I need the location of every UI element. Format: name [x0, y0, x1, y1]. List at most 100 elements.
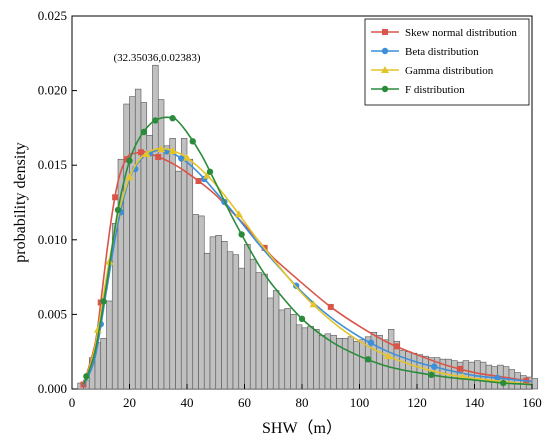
histogram-bar	[249, 258, 257, 390]
series-marker	[126, 157, 133, 164]
series-marker	[123, 156, 130, 163]
histogram-bar	[146, 135, 153, 390]
histogram-bar	[186, 158, 194, 390]
series-3	[82, 145, 533, 386]
series-marker	[364, 356, 372, 363]
histogram-bar	[169, 138, 176, 390]
fit-curves	[80, 115, 533, 388]
histogram-bars	[77, 64, 539, 390]
series-marker	[494, 374, 501, 382]
series-marker	[393, 343, 400, 350]
series-marker	[100, 298, 107, 305]
histogram-bar	[255, 272, 263, 390]
histogram-bar	[163, 145, 171, 390]
series-marker	[114, 206, 122, 214]
x-tick-label: 120	[407, 395, 427, 410]
series-marker	[140, 128, 148, 136]
histogram-bar	[140, 102, 148, 390]
legend-marker	[382, 29, 388, 35]
series-marker	[183, 153, 191, 161]
legend-label: F distribution	[405, 84, 465, 96]
histogram-bar	[192, 214, 199, 390]
y-tick-label: 0.010	[38, 232, 67, 247]
legend-marker	[381, 47, 389, 55]
x-tick-label: 140	[465, 395, 485, 410]
histogram-bar	[226, 251, 234, 390]
histogram-bar	[347, 336, 355, 390]
histogram-bar	[318, 334, 326, 390]
series-marker	[189, 138, 196, 145]
histogram-bar	[221, 240, 228, 390]
x-tick-label: 20	[123, 395, 136, 410]
legend-box	[364, 18, 530, 106]
histogram-bar	[353, 340, 360, 390]
y-axis: 0.000 0.005 0.010 0.015 0.020 0.025	[38, 8, 77, 396]
histogram-bar	[301, 327, 309, 390]
y-axis-label: probability density	[12, 142, 29, 262]
peak-annotation: (32.35036,0.02383)	[113, 52, 200, 64]
series-marker	[238, 231, 245, 238]
histogram-bar	[307, 326, 314, 390]
histogram-bar	[180, 138, 188, 390]
histogram-bar	[106, 300, 113, 390]
series-marker	[93, 325, 102, 333]
histogram-bar	[244, 243, 251, 390]
y-tick-label: 0.005	[38, 306, 67, 321]
x-tick-label: 60	[238, 395, 251, 410]
series-4	[82, 115, 533, 387]
legend-label: Gamma distribution	[405, 65, 494, 77]
x-tick-label: 160	[522, 395, 542, 410]
legend-label: Skew normal distribution	[405, 27, 517, 39]
histogram-bar	[422, 355, 429, 390]
histogram-bar	[215, 235, 222, 390]
histogram-bar	[324, 333, 332, 390]
histogram-bar	[134, 88, 142, 390]
series-marker	[500, 379, 507, 387]
series-marker	[168, 147, 177, 155]
series-marker	[142, 150, 151, 158]
histogram-bar	[531, 378, 539, 390]
histogram-bar	[157, 99, 165, 390]
histogram-bar	[209, 236, 217, 390]
x-tick-label: 0	[69, 395, 76, 410]
histogram-bar	[129, 96, 136, 390]
series-marker	[428, 371, 435, 379]
series-marker	[203, 171, 212, 179]
histogram-bar	[100, 337, 107, 390]
y-tick-label: 0.000	[38, 381, 67, 396]
legend-marker	[381, 66, 389, 73]
histogram-bar	[290, 314, 297, 390]
histogram-bar	[152, 64, 159, 390]
series-marker	[157, 145, 166, 153]
histogram-bar	[278, 309, 286, 390]
series-marker	[431, 363, 438, 370]
histogram-bar	[359, 339, 366, 390]
histogram-bar	[284, 308, 291, 390]
series-marker	[152, 117, 159, 124]
x-axis: 0 20 40 60 80 100 120 140 160	[69, 384, 542, 410]
series-marker	[457, 365, 464, 372]
series-marker	[367, 339, 375, 346]
series-marker	[155, 153, 162, 160]
x-tick-label: 100	[350, 395, 370, 410]
y-tick-label: 0.020	[38, 83, 67, 98]
x-tick-label: 40	[181, 395, 194, 410]
histogram-bar	[341, 337, 349, 390]
histogram-bar	[479, 361, 487, 390]
series-marker	[384, 352, 393, 360]
series-marker	[195, 178, 202, 185]
legend-marker	[381, 85, 389, 93]
series-marker	[309, 300, 318, 308]
histogram-bar	[295, 324, 303, 390]
series-marker	[125, 173, 134, 181]
series-marker	[234, 210, 243, 218]
histogram-bar	[203, 252, 211, 390]
series-marker	[83, 373, 90, 380]
series-marker	[178, 155, 185, 162]
histogram-bar	[267, 297, 274, 390]
histogram-bar	[376, 334, 383, 390]
histogram-bar	[313, 329, 320, 390]
histogram-bar	[416, 354, 424, 390]
y-tick-label: 0.015	[38, 157, 67, 172]
series-marker	[112, 194, 119, 201]
